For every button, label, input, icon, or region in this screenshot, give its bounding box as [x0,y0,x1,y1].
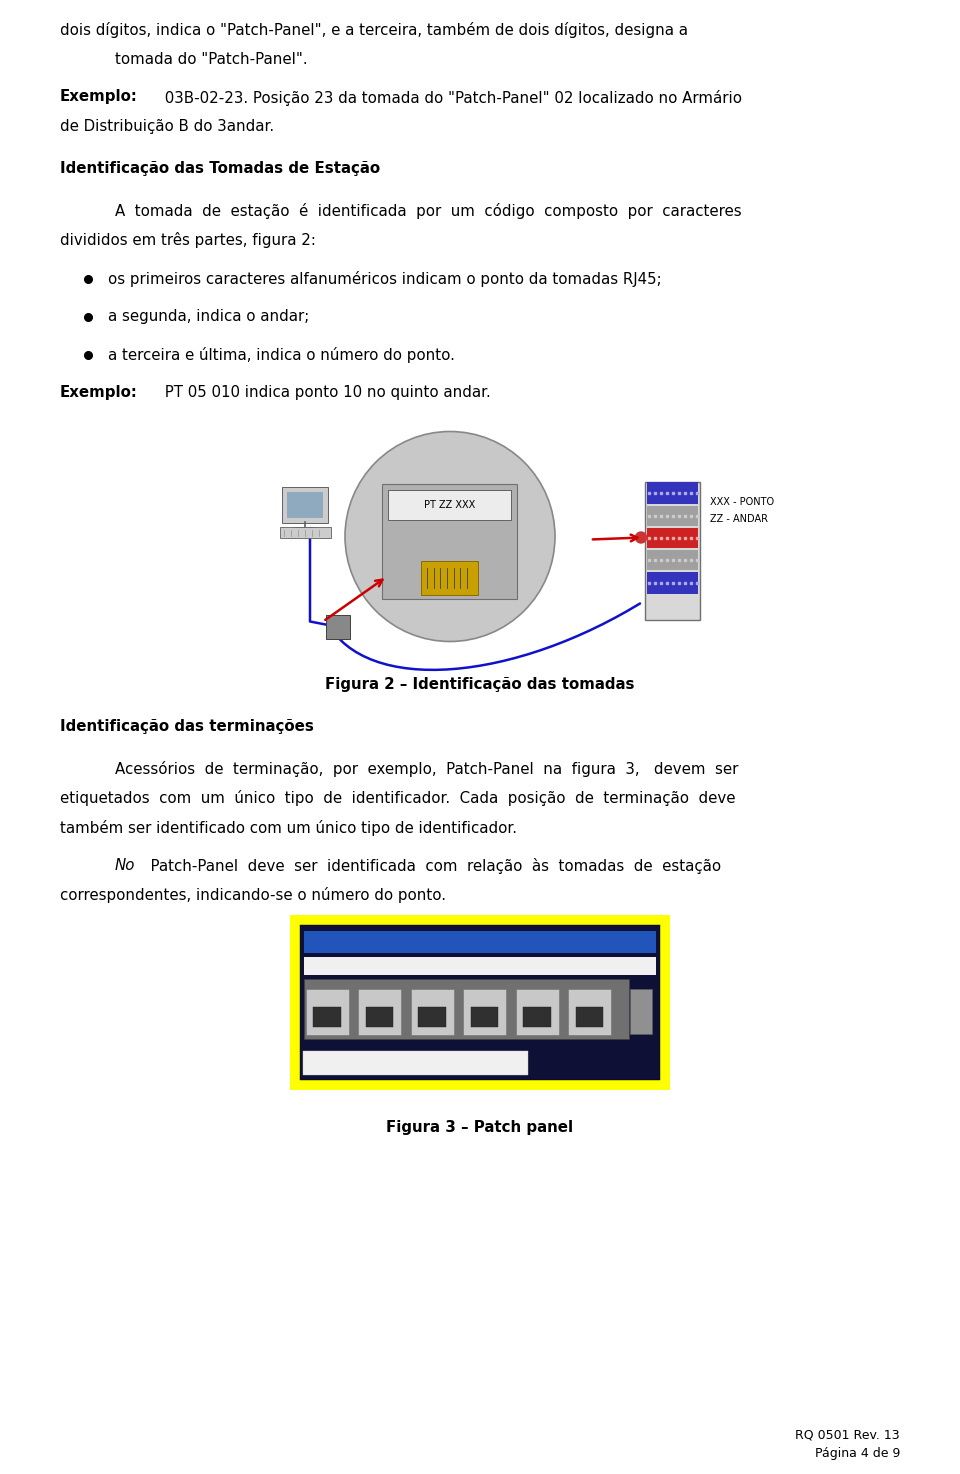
Text: Exemplo:: Exemplo: [60,90,137,105]
FancyBboxPatch shape [300,926,660,1080]
FancyBboxPatch shape [645,482,700,619]
Text: PT 05 010 indica ponto 10 no quinto andar.: PT 05 010 indica ponto 10 no quinto anda… [160,385,492,399]
Text: Acessórios  de  terminação,  por  exemplo,  Patch-Panel  na  figura  3,   devem : Acessórios de terminação, por exemplo, P… [115,761,738,777]
FancyBboxPatch shape [358,989,401,1035]
FancyBboxPatch shape [388,489,511,519]
Text: XXX - PONTO: XXX - PONTO [710,497,774,507]
Text: Exemplo:: Exemplo: [60,385,137,399]
Text: Identificação das Tomadas de Estação: Identificação das Tomadas de Estação [60,161,380,175]
Text: ZZ - ANDAR: ZZ - ANDAR [710,513,768,523]
Text: dois dígitos, indica o "Patch-Panel", e a terceira, também de dois dígitos, desi: dois dígitos, indica o "Patch-Panel", e … [60,22,688,38]
Text: a terceira e última, indica o número do ponto.: a terceira e última, indica o número do … [108,346,455,363]
FancyBboxPatch shape [304,932,656,954]
FancyBboxPatch shape [304,957,656,974]
FancyBboxPatch shape [463,989,506,1035]
FancyBboxPatch shape [313,1007,341,1027]
FancyBboxPatch shape [523,1007,551,1027]
Text: divididos em três partes, figura 2:: divididos em três partes, figura 2: [60,233,316,249]
Text: os primeiros caracteres alfanuméricos indicam o ponto da tomadas RJ45;: os primeiros caracteres alfanuméricos in… [108,271,661,286]
Text: etiquetados  com  um  único  tipo  de  identificador.  Cada  posição  de  termin: etiquetados com um único tipo de identif… [60,790,735,806]
Ellipse shape [345,432,555,641]
FancyBboxPatch shape [382,483,517,598]
FancyBboxPatch shape [366,1007,394,1027]
Text: Figura 2 – Identificação das tomadas: Figura 2 – Identificação das tomadas [325,677,635,691]
Text: de Distribuição B do 3andar.: de Distribuição B do 3andar. [60,119,275,134]
FancyBboxPatch shape [516,989,559,1035]
Circle shape [636,532,646,542]
Text: a segunda, indica o andar;: a segunda, indica o andar; [108,308,309,323]
Text: Página 4 de 9: Página 4 de 9 [815,1447,900,1461]
FancyBboxPatch shape [647,506,698,526]
Text: A  tomada  de  estação  é  identificada  por  um  código  composto  por  caracte: A tomada de estação é identificada por u… [115,203,742,220]
FancyBboxPatch shape [647,572,698,594]
FancyBboxPatch shape [305,989,348,1035]
FancyBboxPatch shape [279,528,330,538]
Text: Patch-Panel  deve  ser  identificada  com  relação  às  tomadas  de  estação: Patch-Panel deve ser identificada com re… [141,858,721,874]
Text: RQ 0501 Rev. 13: RQ 0501 Rev. 13 [796,1428,900,1442]
FancyBboxPatch shape [568,989,611,1035]
FancyBboxPatch shape [282,486,328,522]
FancyBboxPatch shape [421,560,478,594]
FancyBboxPatch shape [647,550,698,569]
FancyBboxPatch shape [411,989,453,1035]
FancyBboxPatch shape [576,1007,603,1027]
FancyBboxPatch shape [304,979,629,1039]
FancyBboxPatch shape [287,491,323,517]
FancyBboxPatch shape [290,915,670,1089]
FancyBboxPatch shape [326,615,350,638]
Text: Figura 3 – Patch panel: Figura 3 – Patch panel [387,1120,573,1135]
Text: tomada do "Patch-Panel".: tomada do "Patch-Panel". [115,52,307,66]
FancyBboxPatch shape [647,482,698,504]
Text: No: No [115,858,135,873]
FancyBboxPatch shape [647,528,698,547]
Text: também ser identificado com um único tipo de identificador.: também ser identificado com um único tip… [60,820,517,836]
Text: Identificação das terminações: Identificação das terminações [60,718,314,734]
Text: correspondentes, indicando-se o número do ponto.: correspondentes, indicando-se o número d… [60,887,446,904]
FancyBboxPatch shape [303,1051,528,1075]
Text: PT ZZ XXX: PT ZZ XXX [424,500,475,510]
Text: 03B-02-23. Posição 23 da tomada do "Patch-Panel" 02 localizado no Armário: 03B-02-23. Posição 23 da tomada do "Patc… [160,90,742,106]
FancyBboxPatch shape [470,1007,498,1027]
FancyBboxPatch shape [630,989,652,1033]
FancyBboxPatch shape [419,1007,445,1027]
